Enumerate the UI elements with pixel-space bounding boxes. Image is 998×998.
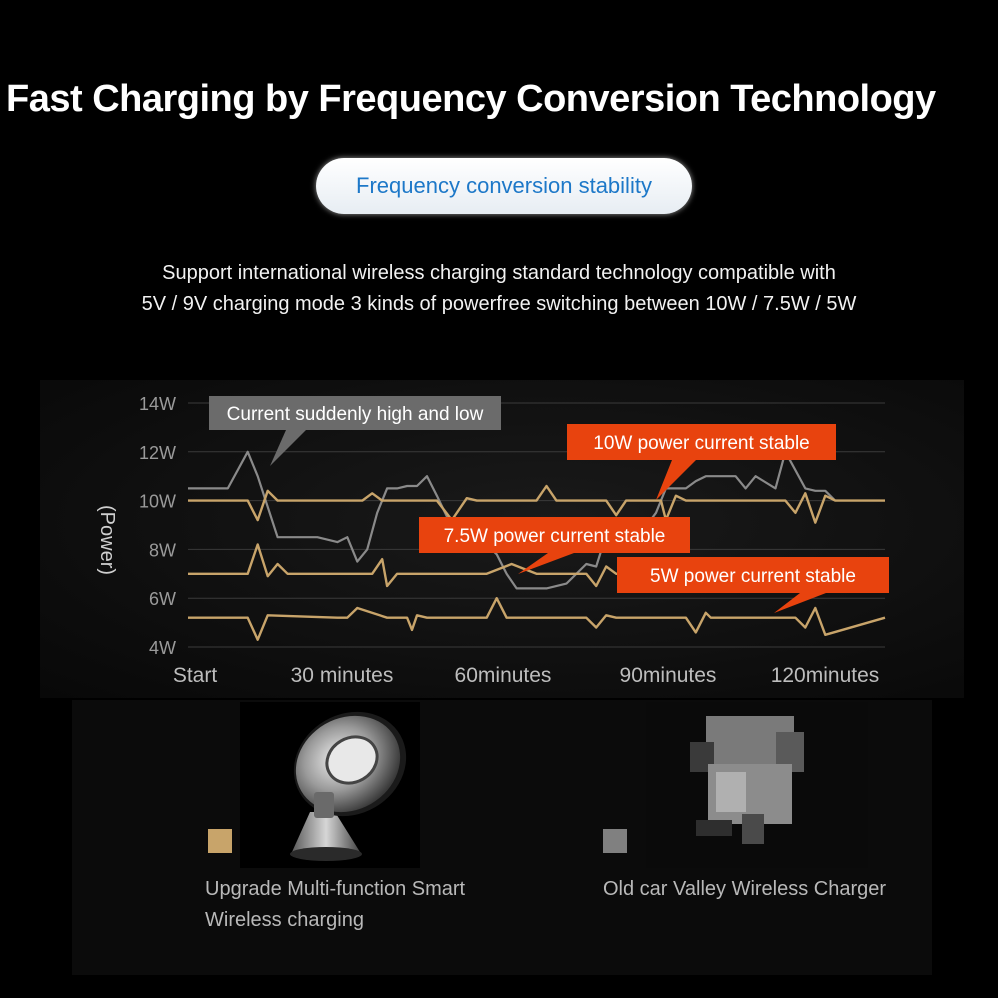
smart-charger-icon [290,711,407,861]
old-charger-icon [690,716,804,844]
feature-pill-label: Frequency conversion stability [356,173,652,198]
old-charger-image [646,702,868,868]
annotation-label: 5W power current stable [650,566,856,587]
annotation-pointer [656,460,696,500]
annotation-label: Current suddenly high and low [227,404,484,425]
power-chart: 14W 12W 10W 8W 6W 4W (Power) Start 30 minutes 60m… [96,394,889,687]
legend-swatch-old [603,829,627,853]
annotation-label: 10W power current stable [593,433,810,454]
legend-label-upgrade: Upgrade Multi-function Smart Wireless ch… [205,878,466,931]
annotation-pointer [518,553,574,574]
description-line-1: Support international wireless charging … [162,262,836,284]
y-tick-label: 4W [149,638,176,658]
description: Support international wireless charging … [0,258,998,320]
annotation-label: 7.5W power current stable [444,526,666,547]
annotation-box [617,557,889,593]
x-tick-label: Start [173,664,218,687]
annotation-pointer [774,593,826,613]
annotation-pointer [270,430,306,466]
y-tick-label: 8W [149,540,176,560]
annotation-box [567,424,836,460]
feature-pill: Frequency conversion stability [316,158,692,214]
x-tick-label: 120minutes [771,664,880,687]
y-tick-label: 14W [139,394,176,414]
x-tick-label: 30 minutes [291,664,394,687]
series-line [188,597,886,641]
y-tick-label: 10W [139,492,176,512]
legend-label-old: Old car Valley Wireless Charger [603,878,887,900]
chart-ticks: 14W 12W 10W 8W 6W 4W (Power) Start 30 minutes 60m… [96,394,879,687]
series-line [188,484,885,524]
y-tick-label: 6W [149,589,176,609]
description-line-2: 5V / 9V charging mode 3 kinds of powerfr… [141,293,857,315]
smart-charger-image [240,702,420,868]
x-tick-label: 60minutes [455,664,552,687]
page-title: Fast Charging by Frequency Conversion Te… [6,78,936,120]
chart-annotations: Current suddenly high and low 10W power c… [209,396,889,613]
annotation-box [209,396,501,430]
annotation-box [419,517,690,553]
x-tick-label: 90minutes [620,664,717,687]
y-tick-label: 12W [139,443,176,463]
series-line [188,450,836,590]
legend-swatch-upgrade [208,829,232,853]
y-axis-label: (Power) [96,505,118,575]
